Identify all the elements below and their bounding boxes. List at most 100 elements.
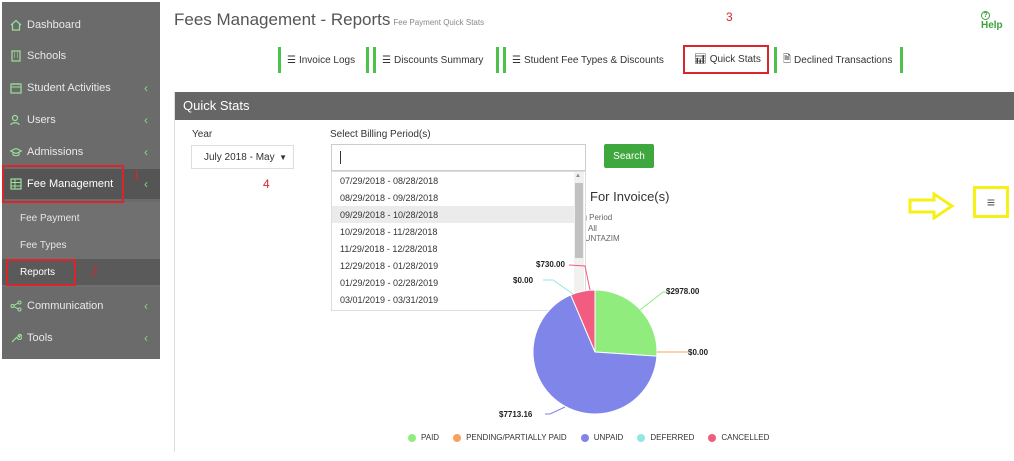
year-label: Year: [192, 129, 213, 140]
legend-item-paid[interactable]: PAID: [408, 433, 439, 442]
sidebar-item-communication[interactable]: Communication ‹: [2, 291, 160, 321]
data-label-cancelled: $730.00: [536, 260, 565, 269]
pie-slice-unpaid[interactable]: [532, 294, 658, 415]
dropdown-option[interactable]: 09/29/2018 - 10/28/2018: [332, 206, 575, 223]
quick-stats-panel: Quick Stats: [174, 92, 1014, 452]
list-icon: ☰: [512, 54, 521, 66]
table-icon: [9, 177, 23, 191]
wrench-icon: [9, 331, 23, 345]
chevron-left-icon: ‹: [144, 81, 148, 95]
legend-item-pending[interactable]: PENDING/PARTIALLY PAID: [453, 433, 567, 442]
sidebar-item-label: Dashboard: [27, 19, 81, 31]
dropdown-option[interactable]: 11/29/2018 - 12/28/2018: [340, 243, 438, 254]
pie-slice-paid[interactable]: [594, 289, 658, 357]
scrollbar-thumb[interactable]: [575, 183, 583, 258]
annotation-number: 3: [726, 10, 733, 24]
legend-dot: [408, 433, 416, 442]
year-select[interactable]: July 2018 - May ▼: [191, 145, 294, 169]
dropdown-option[interactable]: 10/29/2018 - 11/28/2018: [340, 226, 438, 237]
page-title: Fees Management - Reports Fee Payment Qui…: [174, 10, 485, 29]
tab-student-fee-types[interactable]: ☰ Student Fee Types & Discounts: [503, 47, 672, 73]
annotation-number: 2: [91, 264, 98, 278]
calendar-icon: [9, 81, 23, 95]
legend-item-deferred[interactable]: DEFERRED: [637, 433, 694, 442]
data-label-deferred: $0.00: [513, 276, 534, 285]
chart-subtext: All: [588, 224, 597, 233]
dropdown-scrollbar[interactable]: ▲: [574, 172, 584, 310]
annotation-number: 4: [263, 177, 270, 191]
legend-item-cancelled[interactable]: CANCELLED: [708, 433, 769, 442]
users-icon: [9, 113, 23, 127]
sidebar-item-student-activities[interactable]: Student Activities ‹: [2, 73, 160, 103]
search-button[interactable]: Search: [604, 144, 654, 168]
connector-unpaid: [545, 406, 566, 415]
chevron-left-icon: ‹: [144, 113, 148, 127]
annotation-box-fee-management: [2, 165, 124, 203]
connector-paid: [639, 291, 667, 311]
sidebar-item-label: Student Activities: [27, 82, 111, 94]
pie-slice-cancelled[interactable]: [570, 289, 596, 353]
connector-cancelled: [568, 264, 591, 291]
sidebar-item-dashboard[interactable]: Dashboard: [2, 10, 160, 40]
document-icon: 🗎: [783, 53, 792, 65]
graduation-cap-icon: [9, 145, 23, 159]
billing-period-input[interactable]: [331, 144, 586, 171]
sidebar-item-label: Admissions: [27, 146, 84, 158]
page-subtitle: Fee Payment Quick Stats: [393, 18, 485, 27]
sidebar-item-label: Communication: [27, 300, 104, 312]
chart-title: For Invoice(s): [590, 189, 670, 204]
chevron-left-icon: ‹: [144, 331, 148, 345]
chart-legend: PAID PENDING/PARTIALLY PAID UNPAID DEFER…: [408, 433, 783, 442]
home-icon: [9, 18, 23, 32]
sidebar-item-label: Fee Management: [27, 178, 114, 190]
billing-period-label: Select Billing Period(s): [330, 129, 431, 140]
legend-item-unpaid[interactable]: UNPAID: [580, 433, 623, 442]
list-icon: ☰: [287, 54, 296, 66]
tab-quick-stats[interactable]: 📊︎ Quick Stats: [683, 45, 769, 74]
share-icon: [9, 299, 23, 313]
tab-declined-transactions[interactable]: 🗎 Declined Transactions: [774, 47, 904, 73]
bar-chart-icon: 📊︎: [694, 54, 707, 65]
sidebar-item-admissions[interactable]: Admissions ‹: [2, 137, 160, 167]
text-cursor: [340, 151, 341, 164]
data-label-unpaid: $7713.16: [499, 410, 533, 419]
scroll-up-icon[interactable]: ▲: [575, 173, 581, 179]
submenu-label: Fee Types: [20, 239, 67, 251]
legend-dot: [453, 433, 462, 442]
help-link[interactable]: ? Help: [981, 11, 1003, 31]
list-icon: ☰: [382, 54, 391, 66]
billing-period-dropdown: 07/29/2018 - 08/28/2018 08/29/2018 - 09/…: [331, 171, 586, 311]
submenu-label: Fee Payment: [20, 212, 80, 224]
sidebar-item-users[interactable]: Users ‹: [2, 105, 160, 135]
sidebar-item-fee-management[interactable]: Fee Management ‹: [2, 169, 160, 199]
legend-dot: [708, 433, 717, 442]
dropdown-option[interactable]: 03/01/2019 - 03/31/2019: [340, 294, 439, 305]
submenu-label: Reports: [20, 266, 56, 278]
dropdown-option[interactable]: 07/29/2018 - 08/28/2018: [340, 175, 439, 186]
sidebar: Dashboard Schools Student Activities ‹ U…: [2, 2, 160, 359]
sidebar-item-schools[interactable]: Schools: [2, 41, 160, 71]
chevron-left-icon: ‹: [144, 177, 148, 191]
annotation-number: 1: [133, 168, 140, 182]
dropdown-option[interactable]: 08/29/2018 - 09/28/2018: [340, 192, 439, 203]
tab-discounts-summary[interactable]: ☰ Discounts Summary: [373, 47, 491, 73]
legend-dot: [637, 433, 646, 442]
connector-deferred: [543, 279, 574, 295]
help-circle-icon: ?: [981, 11, 990, 20]
annotation-box-reports: [6, 259, 76, 286]
submenu-item-fee-payment[interactable]: Fee Payment: [2, 205, 160, 231]
chart-subtext: ng Period: [578, 213, 613, 222]
chevron-left-icon: ‹: [144, 299, 148, 313]
dropdown-option[interactable]: 12/29/2018 - 01/28/2019: [340, 260, 439, 271]
chart-menu-button[interactable]: ≡: [973, 186, 1009, 218]
dropdown-option[interactable]: 01/29/2019 - 02/28/2019: [340, 277, 439, 288]
panel-header: Quick Stats: [175, 92, 1014, 120]
submenu-item-reports[interactable]: Reports: [2, 259, 160, 285]
sidebar-item-tools[interactable]: Tools ‹: [2, 323, 160, 353]
tab-invoice-logs[interactable]: ☰ Invoice Logs: [278, 47, 363, 73]
caret-down-icon: ▼: [279, 152, 287, 162]
submenu-item-fee-types[interactable]: Fee Types: [2, 232, 160, 258]
legend-dot: [580, 433, 589, 442]
sidebar-item-label: Tools: [27, 332, 53, 344]
submenu: Fee Payment Fee Types Reports: [2, 202, 160, 287]
